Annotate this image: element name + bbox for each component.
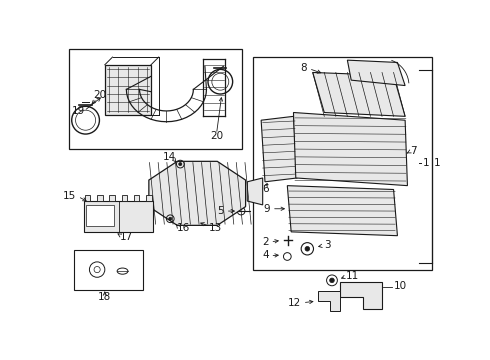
Text: 1: 1 xyxy=(434,158,440,167)
Bar xyxy=(86,205,114,226)
Polygon shape xyxy=(261,116,297,182)
Text: 11: 11 xyxy=(346,271,359,281)
Text: 8: 8 xyxy=(301,63,307,73)
Text: 12: 12 xyxy=(288,298,301,309)
Circle shape xyxy=(305,247,310,251)
Text: 14: 14 xyxy=(163,152,176,162)
Circle shape xyxy=(179,163,182,166)
Bar xyxy=(147,195,152,201)
Text: 10: 10 xyxy=(393,281,407,291)
Text: 15: 15 xyxy=(63,191,76,201)
Text: 20: 20 xyxy=(93,90,106,100)
Polygon shape xyxy=(247,178,263,205)
Polygon shape xyxy=(313,72,405,116)
Text: 5: 5 xyxy=(218,206,224,216)
Polygon shape xyxy=(340,282,382,309)
Polygon shape xyxy=(318,291,340,311)
Text: 20: 20 xyxy=(210,131,223,141)
Polygon shape xyxy=(149,161,245,225)
Bar xyxy=(109,195,115,201)
Polygon shape xyxy=(287,186,397,236)
Text: 2: 2 xyxy=(262,237,269,247)
Circle shape xyxy=(169,217,172,220)
Polygon shape xyxy=(347,60,405,86)
Bar xyxy=(69,49,242,149)
Text: 18: 18 xyxy=(98,292,111,302)
Text: 9: 9 xyxy=(264,204,270,214)
Text: 19: 19 xyxy=(72,106,85,116)
Text: 7: 7 xyxy=(411,146,417,156)
Text: 6: 6 xyxy=(263,184,270,194)
Bar xyxy=(74,249,143,289)
Bar xyxy=(122,195,127,201)
Bar xyxy=(97,195,102,201)
Bar xyxy=(253,57,432,270)
Polygon shape xyxy=(294,112,408,186)
Text: 13: 13 xyxy=(209,223,222,233)
Text: 17: 17 xyxy=(120,232,133,242)
Text: 1: 1 xyxy=(423,158,429,167)
Text: 16: 16 xyxy=(176,223,190,233)
Bar xyxy=(105,65,151,115)
Bar xyxy=(84,201,153,232)
Circle shape xyxy=(330,278,334,283)
Text: 4: 4 xyxy=(262,250,269,260)
Bar xyxy=(85,195,90,201)
Bar xyxy=(134,195,140,201)
Text: 3: 3 xyxy=(324,240,331,250)
